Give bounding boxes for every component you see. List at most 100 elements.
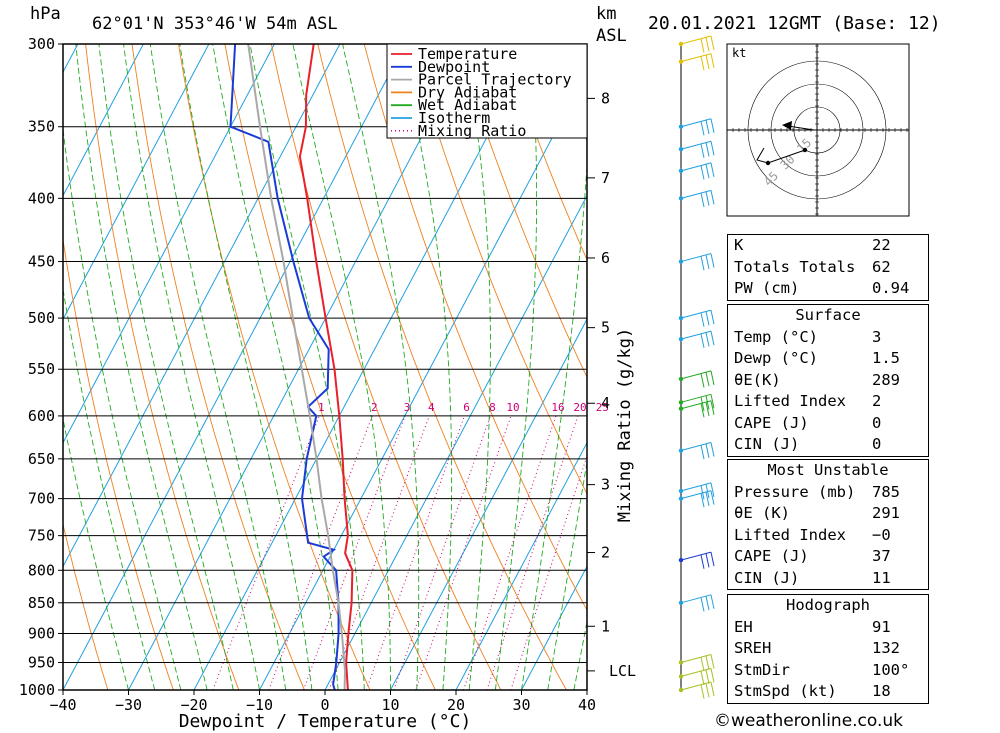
table-row: SREH 132 <box>734 639 900 657</box>
pressure-tick-label: 550 <box>28 360 55 378</box>
wind-barb-flag <box>705 332 710 347</box>
dry-adiabat-line <box>63 237 174 690</box>
most-unstable-table: Most Unstable Pressure (mb) 785 θE (K) 291… <box>727 459 929 590</box>
pressure-tick-label: 1000 <box>19 681 55 699</box>
dry-adiabat-line <box>270 44 502 690</box>
mixing-ratio-line <box>268 415 373 690</box>
wind-barb-flag <box>705 491 710 507</box>
mixing-ratio-label: 16 <box>551 401 564 414</box>
temperature-tick-label: −30 <box>115 696 142 714</box>
table-row: PW (cm) 0.94 <box>734 279 910 297</box>
wind-barb-flag <box>700 192 705 208</box>
temperature-tick-label: 40 <box>578 696 596 714</box>
wind-barb-flag <box>700 684 705 699</box>
isotherm-line <box>63 44 144 197</box>
wind-barb-flag <box>705 119 710 135</box>
dry-adiabat-line <box>968 44 1000 690</box>
pressure-tick-label: 400 <box>28 189 55 207</box>
unstable-title: Most Unstable <box>767 461 889 479</box>
wind-barb-flag <box>700 333 705 348</box>
height-axis: 8 7 6 5 4 3 2 1 LCL <box>587 89 636 680</box>
legend-label: Temperature <box>418 45 517 63</box>
wind-barb-flag <box>705 191 710 206</box>
pressure-tick-label: 700 <box>28 490 55 508</box>
table-row: θE (K) 291 <box>734 504 900 522</box>
pressure-tick-label: 350 <box>28 118 55 136</box>
mixing-ratio-axis-label: Mixing Ratio (g/kg) <box>615 328 635 522</box>
mixing-ratio-label: 20 <box>573 401 586 414</box>
wind-barb-flag <box>700 256 705 271</box>
wind-barb-flag <box>710 331 715 346</box>
indices-table: K 22 Totals Totals 62 PW (cm) 0.94 <box>727 234 929 301</box>
mixing-ratio-label: 25 <box>596 401 609 414</box>
wind-barb-flag <box>710 482 715 498</box>
wind-barb-flag <box>700 396 705 412</box>
wind-barb-flag <box>705 372 710 387</box>
temperature-tick-label: −40 <box>49 696 76 714</box>
wind-barb-flag <box>710 309 715 325</box>
mixing-ratio-label: 1 <box>318 401 325 414</box>
mixing-ratio-label: 2 <box>371 401 378 414</box>
dry-adiabat-line <box>85 44 240 690</box>
temperature-tick-label: −20 <box>180 696 207 714</box>
dry-adiabat-line <box>363 44 587 612</box>
km-label: km <box>596 4 616 24</box>
hodograph-title: Hodograph <box>786 596 870 614</box>
asl-label: ASL <box>596 26 627 46</box>
pressure-tick-label: 800 <box>28 561 55 579</box>
profile-series <box>229 44 354 690</box>
series-line-parcel-trajectory <box>247 44 347 690</box>
temperature-tick-label: 30 <box>512 696 530 714</box>
wind-barb-flag <box>705 254 710 269</box>
wind-barb-flag <box>705 142 710 157</box>
temperature-tick-label: −10 <box>246 696 273 714</box>
wind-barb-flag <box>700 56 705 71</box>
height-tick-label: 1 <box>601 617 610 635</box>
dry-adiabat-line <box>178 44 371 690</box>
wind-barb-flag <box>710 162 715 177</box>
temperature-tick-label: 20 <box>447 696 465 714</box>
plot-frame <box>62 43 588 691</box>
hodograph-table: Hodograph EH 91 SREH 132 StmDir 100° StmSpd… <box>727 594 929 704</box>
credit-text[interactable]: ©weatheronline.co.uk <box>714 711 904 731</box>
storm-motion-arrow <box>787 125 815 131</box>
dry-adiabat-line <box>224 44 436 690</box>
hodograph-unit: kt <box>732 46 746 60</box>
isotherm-line <box>521 565 587 690</box>
x-axis-label: Dewpoint / Temperature (°C) <box>179 711 472 732</box>
wet-adiabat-line <box>75 44 208 690</box>
dry-adiabat-line <box>921 44 1000 690</box>
location-title: 62°01'N 353°46'W 54m ASL <box>92 14 338 34</box>
wind-barb-flag <box>710 394 715 409</box>
height-tick-label: 5 <box>601 319 610 337</box>
wind-barb-flag <box>700 143 705 158</box>
pressure-tick-label: 500 <box>28 309 55 327</box>
isotherm-line <box>63 44 275 444</box>
mixing-ratio-label: 4 <box>428 401 435 414</box>
height-tick-label: LCL <box>609 662 636 680</box>
wind-barb-flag <box>710 668 715 683</box>
table-row: StmDir 100° <box>734 660 910 679</box>
height-tick-label: 4 <box>601 394 610 412</box>
wind-barb-flag <box>710 594 715 609</box>
wind-barb-flag <box>710 35 715 51</box>
wind-barb-flag <box>705 595 710 611</box>
legend-label: Wet Adiabat <box>418 96 517 114</box>
isotherm-line <box>63 44 406 690</box>
isobar-lines <box>63 44 587 690</box>
isotherm-line <box>63 44 210 321</box>
isotherm-lines <box>63 44 587 690</box>
wet-adiabat-line <box>342 44 420 690</box>
mixing-ratio-line <box>365 415 465 690</box>
table-row: Lifted Index −0 <box>734 525 891 544</box>
table-row: CAPE (J) 37 <box>734 547 891 565</box>
table-row: CAPE (J) 0 <box>734 413 882 432</box>
pressure-tick-label: 950 <box>28 653 55 671</box>
wet-adiabat-line <box>123 44 260 690</box>
wind-barb-flag <box>700 403 705 418</box>
isotherm-line <box>259 71 587 690</box>
wind-profile <box>678 35 715 699</box>
wet-adiabat-line <box>547 459 587 690</box>
hodograph-point <box>802 147 808 153</box>
